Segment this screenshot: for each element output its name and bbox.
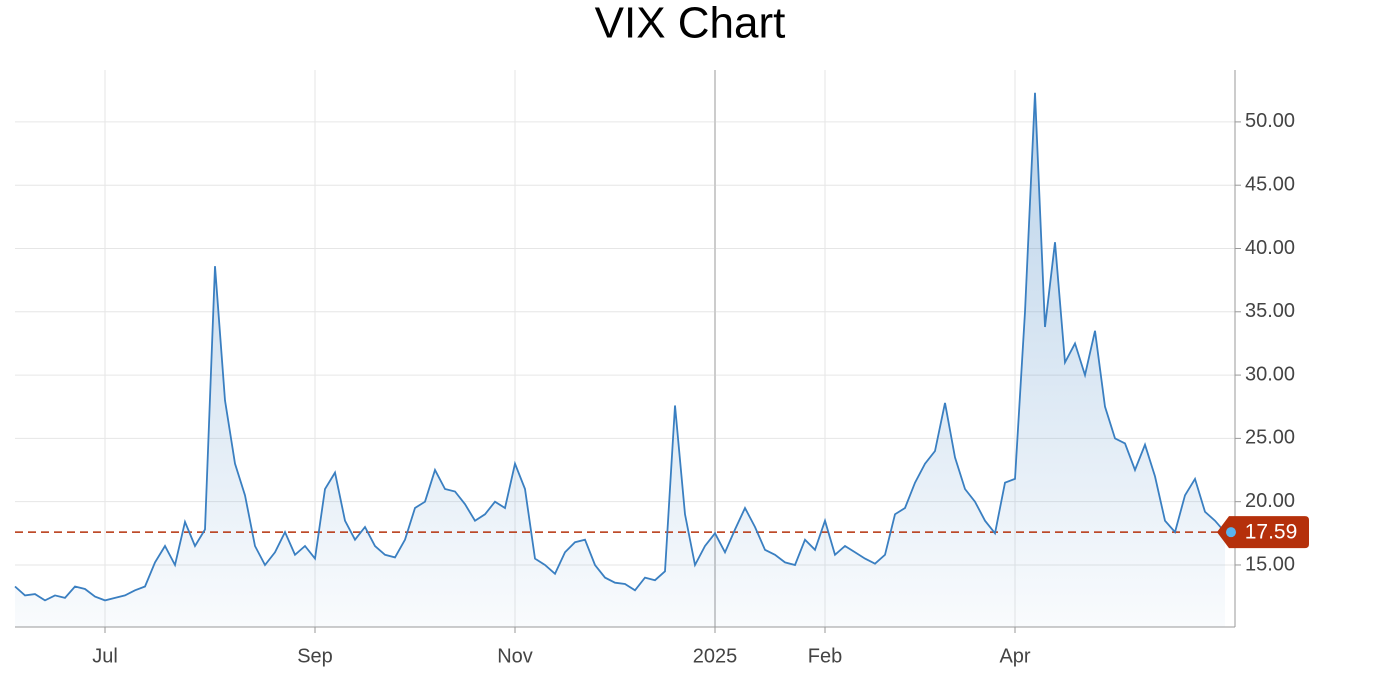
y-tick-label: 35.00 (1245, 300, 1295, 322)
x-tick-label: 2025 (693, 645, 738, 667)
y-tick-label: 20.00 (1245, 490, 1295, 512)
line (14, 92, 1226, 602)
x-tick-label: Nov (497, 645, 533, 667)
y-tick-label: 15.00 (1245, 553, 1295, 575)
y-tick-label: 45.00 (1245, 173, 1295, 195)
y-tick-label: 40.00 (1245, 237, 1295, 259)
chart-title: VIX Chart (595, 0, 786, 48)
y-tick-label: 25.00 (1245, 427, 1295, 449)
x-tick-label: Sep (297, 645, 333, 667)
x-tick-label: Apr (999, 645, 1030, 667)
x-tick-label: Jul (92, 645, 118, 667)
x-tick-label: Feb (808, 645, 842, 667)
last-value-box (1217, 516, 1309, 549)
y-tick-label: 30.00 (1245, 363, 1295, 385)
area (15, 92, 1225, 628)
last-point (1226, 527, 1236, 538)
last-value-label: 17.59 (1245, 521, 1298, 544)
y-tick-label: 50.00 (1245, 110, 1295, 132)
